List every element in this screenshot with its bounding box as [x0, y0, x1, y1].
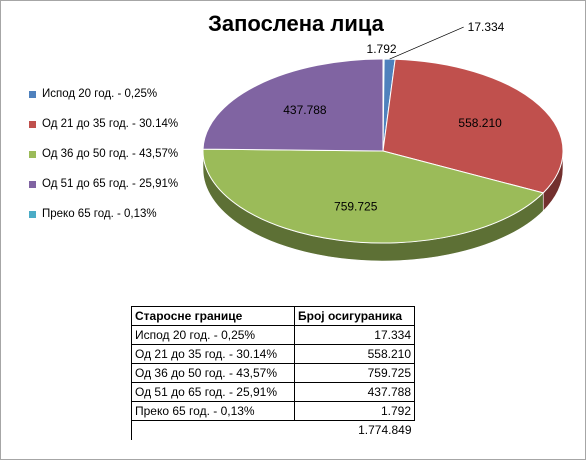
table-cell-value: 1.792: [294, 401, 415, 421]
table-row: Од 51 до 65 год. - 25,91% 437.788: [131, 382, 415, 402]
chart-title: Запослена лица: [208, 11, 384, 36]
table-cell-value: 437.788: [294, 382, 415, 402]
table-cell-value: 759.725: [294, 363, 415, 383]
table-row: Преко 65 год. - 0,13% 1.792: [131, 401, 415, 421]
legend-label: Од 36 до 50 год. - 43,57%: [42, 148, 179, 160]
legend-swatch: [29, 91, 36, 98]
legend-swatch: [29, 211, 36, 218]
pie-slice: [202, 58, 384, 152]
table-total-cell: 1.774.849: [294, 420, 415, 440]
table-cell-value: 17.334: [294, 325, 415, 345]
table-cell-category: Испод 20 год. - 0,25%: [131, 325, 295, 345]
table-total-row: 1.774.849: [131, 420, 415, 440]
table-cell-category: Преко 65 год. - 0,13%: [131, 401, 295, 421]
table-cell-category: Од 36 до 50 год. - 43,57%: [131, 363, 295, 383]
legend-label: Од 21 до 35 год. - 30.14%: [42, 118, 179, 130]
legend-swatch: [29, 181, 36, 188]
legend-swatch: [29, 151, 36, 158]
table-cell-category: Од 51 до 65 год. - 25,91%: [131, 382, 295, 402]
pie-chart: 1.792 17.334 558.210 759.725 437.788: [202, 20, 564, 262]
pie-slice: [382, 58, 564, 194]
data-label: 759.725: [334, 199, 378, 213]
data-table: Старосне границе Број осигураника Испод …: [131, 306, 415, 440]
data-label: 17.334: [468, 20, 505, 34]
legend-swatch: [29, 121, 36, 128]
data-label: 1.792: [367, 42, 397, 56]
table-row: Испод 20 год. - 0,25% 17.334: [131, 325, 415, 345]
data-label: 558.210: [458, 116, 502, 130]
legend-label: Испод 20 год. - 0,25%: [42, 88, 158, 100]
leader-line: [389, 26, 464, 60]
table-empty-cell: [131, 420, 295, 440]
table-cell-value: 558.210: [294, 344, 415, 364]
table-row: Од 21 до 35 год. - 30.14% 558.210: [131, 344, 415, 364]
pie-slice: [202, 148, 545, 244]
data-label: 437.788: [283, 103, 327, 117]
table-cell-category: Од 21 до 35 год. - 30.14%: [131, 344, 295, 364]
legend-label: Од 51 до 65 год. - 25,91%: [42, 178, 179, 190]
table-header-cell: Старосне границе: [131, 306, 295, 326]
table-header-row: Старосне границе Број осигураника: [131, 306, 415, 326]
table-header-cell: Број осигураника: [294, 306, 415, 326]
table-row: Од 36 до 50 год. - 43,57% 759.725: [131, 363, 415, 383]
legend-label: Преко 65 год. - 0,13%: [42, 208, 157, 220]
